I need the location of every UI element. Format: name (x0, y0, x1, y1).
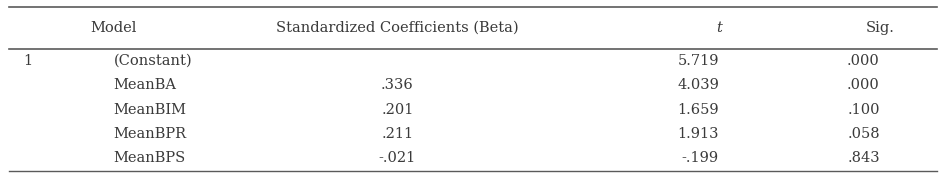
Text: .000: .000 (847, 78, 880, 92)
Text: Standardized Coefficients (Beta): Standardized Coefficients (Beta) (276, 21, 518, 35)
Text: t: t (716, 21, 722, 35)
Text: MeanBIM: MeanBIM (114, 103, 186, 117)
Text: 1.913: 1.913 (677, 127, 719, 141)
Text: 1: 1 (24, 54, 33, 68)
Text: Sig.: Sig. (866, 21, 894, 35)
Text: MeanBPS: MeanBPS (114, 151, 185, 165)
Text: .000: .000 (847, 54, 880, 68)
Text: .201: .201 (381, 103, 413, 117)
Text: -.021: -.021 (378, 151, 416, 165)
Text: Model: Model (90, 21, 137, 35)
Text: 4.039: 4.039 (677, 78, 719, 92)
Text: 5.719: 5.719 (677, 54, 719, 68)
Text: MeanBPR: MeanBPR (114, 127, 186, 141)
Text: .843: .843 (848, 151, 880, 165)
Text: -.199: -.199 (682, 151, 719, 165)
Text: .336: .336 (381, 78, 413, 92)
Text: 1.659: 1.659 (677, 103, 719, 117)
Text: .058: .058 (848, 127, 880, 141)
Text: MeanBA: MeanBA (114, 78, 177, 92)
Text: .211: .211 (381, 127, 413, 141)
Text: .100: .100 (848, 103, 880, 117)
Text: (Constant): (Constant) (114, 54, 192, 68)
